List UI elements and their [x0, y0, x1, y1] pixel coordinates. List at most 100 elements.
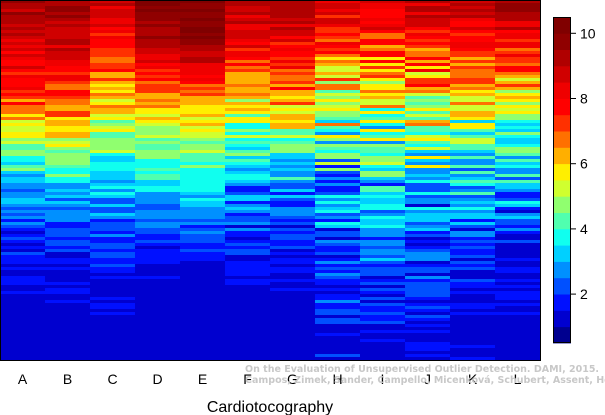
colorbar-segment [553, 180, 571, 197]
heatmap-cell [270, 240, 316, 244]
heatmap-cell [315, 84, 361, 88]
heatmap-cell [315, 261, 361, 265]
heatmap-cell [90, 249, 136, 253]
heatmap-cell [495, 195, 541, 199]
heatmap-cell [270, 60, 316, 64]
heatmap-cell [0, 177, 46, 181]
heatmap-cell [90, 156, 136, 160]
heatmap-cell [135, 252, 181, 256]
heatmap-cell [45, 93, 91, 97]
heatmap-cell [180, 117, 226, 121]
heatmap-cell [180, 93, 226, 97]
heatmap-cell [135, 348, 181, 352]
heatmap-cell [405, 18, 451, 22]
heatmap-cell [0, 249, 46, 253]
heatmap-cell [180, 357, 226, 361]
heatmap-cell [0, 264, 46, 268]
heatmap-cell [360, 12, 406, 16]
heatmap-cell [90, 183, 136, 187]
heatmap-cell [315, 12, 361, 16]
heatmap-cell [405, 306, 451, 310]
heatmap-cell [225, 54, 271, 58]
heatmap-cell [315, 15, 361, 19]
heatmap-cell [360, 78, 406, 82]
heatmap-cell [405, 162, 451, 166]
colorbar-segment [553, 212, 571, 230]
heatmap-cell [135, 84, 181, 88]
heatmap-cell [0, 315, 46, 319]
heatmap-cell [90, 6, 136, 10]
heatmap-cell [270, 6, 316, 10]
heatmap-cell [450, 45, 496, 49]
heatmap-cell [90, 45, 136, 49]
heatmap-cell [225, 93, 271, 97]
colorbar: 2 4 6 8 10 [553, 17, 596, 344]
heatmap-cell [405, 3, 451, 7]
heatmap-cell [135, 105, 181, 109]
heatmap-cell [360, 3, 406, 7]
heatmap-cell [45, 105, 91, 109]
heatmap-cell [180, 18, 226, 22]
heatmap-cell [225, 60, 271, 64]
heatmap-cell [495, 255, 541, 259]
heatmap-cell [450, 30, 496, 34]
heatmap-cell [225, 30, 271, 34]
heatmap-cell [180, 126, 226, 130]
heatmap-cell [90, 213, 136, 217]
heatmap-cell [0, 219, 46, 223]
heatmap-cell [405, 177, 451, 181]
heatmap-cell [495, 327, 541, 331]
heatmap-cell [405, 174, 451, 178]
heatmap-cell [180, 141, 226, 145]
heatmap-cell [45, 15, 91, 19]
heatmap-cell [495, 180, 541, 184]
heatmap-cell [0, 198, 46, 202]
heatmap-cell [45, 339, 91, 343]
heatmap-cell [90, 96, 136, 100]
heatmap-cell [495, 351, 541, 355]
heatmap-cell [0, 318, 46, 322]
heatmap-cell [0, 102, 46, 106]
heatmap-cell [495, 12, 541, 16]
heatmap-cell [315, 285, 361, 289]
heatmap-cell [360, 282, 406, 286]
heatmap-cell [180, 339, 226, 343]
heatmap-cell [360, 273, 406, 277]
heatmap-cell [360, 144, 406, 148]
heatmap-cell [450, 255, 496, 259]
heatmap-cell [450, 207, 496, 211]
heatmap-cell [495, 237, 541, 241]
heatmap-cell [135, 276, 181, 280]
heatmap-cell [495, 81, 541, 85]
heatmap-cell [45, 315, 91, 319]
heatmap-cell [225, 3, 271, 7]
heatmap-cell [270, 261, 316, 265]
heatmap-cell [315, 234, 361, 238]
heatmap-cell [180, 219, 226, 223]
heatmap-cell [135, 303, 181, 307]
heatmap-cell [135, 324, 181, 328]
heatmap-cell [270, 36, 316, 40]
heatmap-cell [360, 183, 406, 187]
heatmap-cell [360, 153, 406, 157]
heatmap-cell [360, 96, 406, 100]
heatmap-cell [45, 324, 91, 328]
heatmap-cell [135, 6, 181, 10]
heatmap-cell [45, 252, 91, 256]
heatmap-cell [360, 63, 406, 67]
heatmap-cell [0, 120, 46, 124]
heatmap-cell [405, 126, 451, 130]
heatmap-cell [495, 96, 541, 100]
heatmap-cell [315, 198, 361, 202]
heatmap-cell [315, 6, 361, 10]
colorbar-segment [553, 49, 571, 67]
heatmap-cell [495, 168, 541, 172]
heatmap-cell [225, 207, 271, 211]
colorbar-segment [553, 196, 571, 213]
heatmap-cell [270, 306, 316, 310]
heatmap-cell [225, 219, 271, 223]
heatmap-cell [90, 63, 136, 67]
heatmap-cell [450, 270, 496, 274]
heatmap-cell [180, 228, 226, 232]
heatmap-cell [90, 147, 136, 151]
